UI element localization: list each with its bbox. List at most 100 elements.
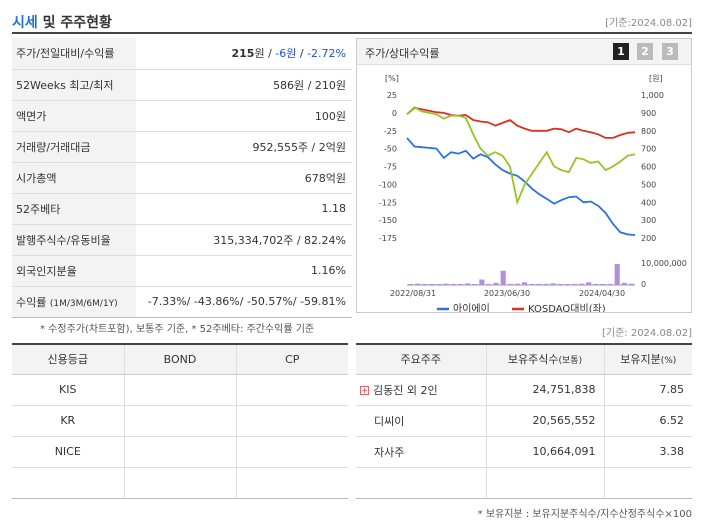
base-date: [기준:2024.08.02] [605,18,692,29]
price-value: 215원 / -6원 / -2.72% [136,38,352,70]
agency-cell [12,467,125,499]
agency-cell: KR [12,405,125,437]
column-header: 보유지분(%) [604,344,692,375]
volume-bar [479,279,485,285]
summary-table: 주가/전일대비/수익률 215원 / -6원 / -2.72% 52Weeks … [12,38,352,318]
cp-cell [236,405,348,437]
table-row: KR [12,405,348,437]
row-value: -7.33%/ -43.86%/ -50.57%/ -59.81% [136,286,352,318]
legend-label: KOSDAQ대비(좌) [528,303,606,312]
table-row: NICE [12,436,348,468]
volume-bar [457,284,463,285]
chart-page-1-button[interactable]: 1 [613,43,629,60]
table-row: KIS [12,374,348,406]
volume-bar [465,283,471,285]
volume-tick-label: 10,000,000 [641,259,687,268]
volume-bar [415,283,421,285]
volume-bar [536,283,542,285]
chart-header: 주가/상대수익률 1 2 3 [357,39,691,65]
left-tick-label: 0 [392,109,397,118]
series-line-2 [406,106,636,139]
shareholder-table: 주요주주 보유주식수(보통) 보유지분(%) + 김동진 외 2인 24,751,… [356,343,692,499]
right-tick-label: 600 [641,163,656,172]
row-label: 52Weeks 최고/최저 [12,69,136,101]
table-row: 52Weeks 최고/최저 586원 / 210원 [12,69,352,101]
volume-bar [557,283,563,285]
table-row: 액면가 100원 [12,100,352,132]
row-label: 발행주식수/유동비율 [12,224,136,256]
table-row: 수익률 (1M/3M/6M/1Y) -7.33%/ -43.86%/ -50.5… [12,286,352,318]
series-line-1 [406,137,636,236]
row-value: 100원 [136,100,352,132]
volume-bar [614,264,620,285]
holder-name[interactable]: + 김동진 외 2인 [356,374,487,406]
volume-bar [500,270,506,285]
table-row: 디씨이 20,565,552 6.52 [356,405,692,437]
holder-pct: 6.52 [604,405,692,437]
agency-cell: KIS [12,374,125,406]
holder-shares: 20,565,552 [486,405,605,437]
holder-pct: 3.38 [604,436,692,468]
holder-pct: 7.85 [604,374,692,406]
chart-page-2-button[interactable]: 2 [637,43,653,60]
volume-bar [607,283,613,285]
column-header: 신용등급 [12,344,125,375]
holder-name: 디씨이 [356,405,487,437]
row-value: 952,555주 / 2억원 [136,131,352,163]
left-tick-label: -175 [379,234,397,243]
footnote-price: * 수정주가(차트포함), 보통주 기준, * 52주베타: 주간수익률 기준 [40,324,315,335]
bond-cell [124,436,237,468]
holder-pct [604,467,692,499]
row-value: 1.16% [136,255,352,287]
x-tick-label: 2022/08/31 [390,289,436,298]
volume-bar [429,283,435,285]
right-tick-label: 700 [641,145,656,154]
table-header-row: 주요주주 보유주식수(보통) 보유지분(%) [356,344,692,375]
left-tick-label: -125 [379,198,397,207]
row-label: 거래량/거래대금 [12,131,136,163]
volume-bar [493,282,499,285]
right-axis-unit: [원] [649,74,663,83]
left-tick-label: -25 [384,127,397,136]
left-tick-label: -50 [384,145,397,154]
volume-bar [514,283,520,285]
volume-bar [436,284,442,285]
right-tick-label: 800 [641,127,656,136]
left-tick-label: 25 [387,91,397,100]
left-tick-label: -150 [379,216,397,225]
left-tick-label: -75 [384,163,397,172]
right-tick-label: 500 [641,180,656,189]
bond-cell [124,467,237,499]
row-label: 외국인지분율 [12,255,136,287]
series-line-3 [406,106,636,206]
row-value: 678억원 [136,162,352,194]
volume-bar [621,282,627,285]
footnote-shareholding: * 보유지분 : 보유지분주식수/지수산정주식수×100 [477,509,692,520]
volume-bar [571,283,577,285]
table-row [356,467,692,499]
volume-bar [600,283,606,285]
volume-bar [443,283,449,285]
column-header: CP [236,344,348,375]
legend-label: 아이에이 [453,303,490,312]
row-label: 주가/전일대비/수익률 [12,38,136,70]
right-tick-label: 1,000 [641,91,664,100]
volume-bar [507,283,513,285]
right-tick-label: 400 [641,198,656,207]
right-tick-label: 300 [641,216,656,225]
section-title: 시세 및 주주현황 [12,15,112,31]
holder-shares: 24,751,838 [486,374,605,406]
cp-cell [236,374,348,406]
chart-panel: 주가/상대수익률 1 2 3 [%] [원] 25 0 -25 -50 -75 -100 -12… [356,38,692,329]
table-row: 자사주 10,664,091 3.38 [356,436,692,468]
volume-bar [586,282,592,285]
column-header: BOND [124,344,237,375]
table-row: 주가/전일대비/수익률 215원 / -6원 / -2.72% [12,38,352,70]
expand-icon[interactable]: + [360,385,369,395]
chart-page-3-button[interactable]: 3 [662,43,678,60]
volume-bar [593,283,599,285]
row-label: 수익률 (1M/3M/6M/1Y) [12,286,136,318]
column-header: 주요주주 [356,344,487,375]
volume-bar [450,283,456,285]
volume-bar [529,284,535,285]
